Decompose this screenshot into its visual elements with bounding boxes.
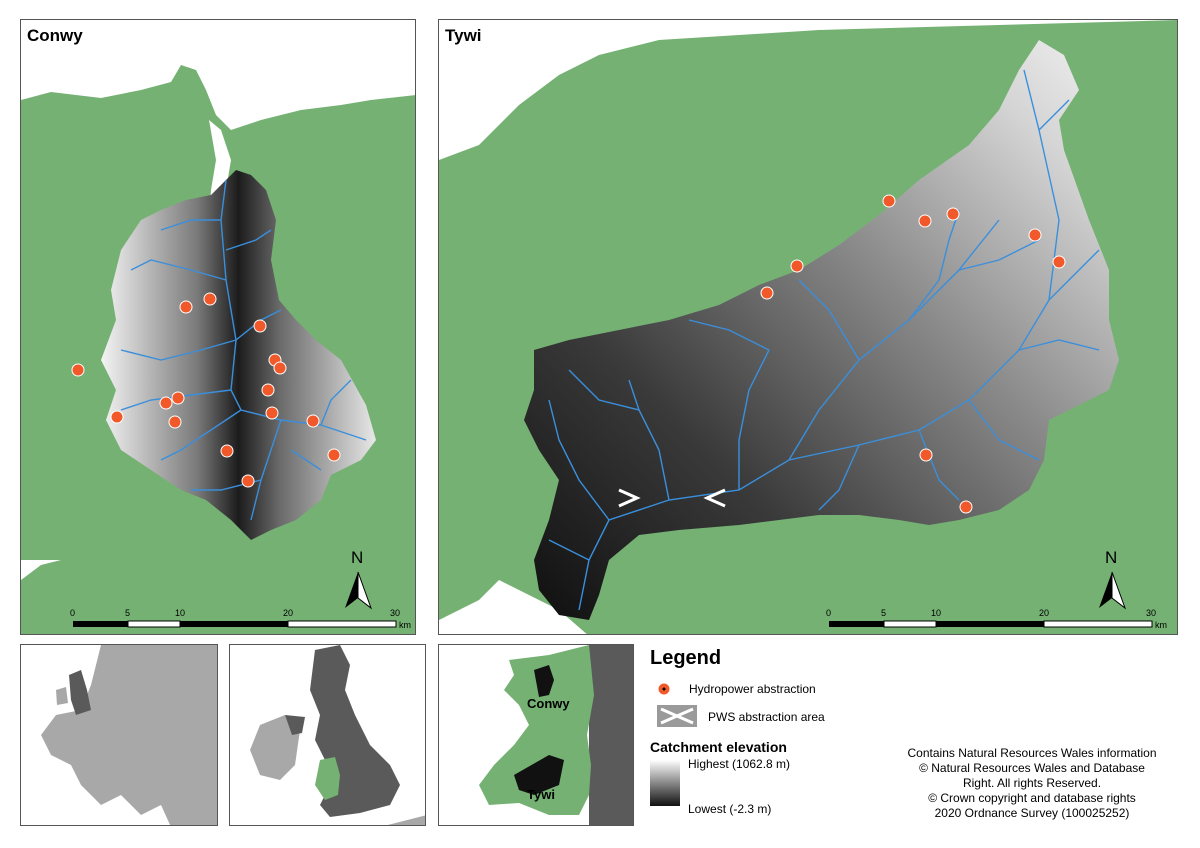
pws-area-icon — [657, 705, 697, 727]
pws-abstraction-markers — [618, 488, 726, 508]
scale-tick-label: 30 — [1146, 608, 1157, 618]
wales-map — [479, 645, 633, 825]
conwy-map[interactable] — [21, 20, 416, 635]
hydropower-point — [110, 410, 124, 424]
north-arrow-icon — [345, 571, 373, 610]
scale-tick-label: 5 — [881, 608, 887, 618]
hydropower-point — [959, 500, 973, 514]
conwy-scale-bar — [73, 620, 397, 628]
hydropower-point — [327, 448, 341, 462]
uk-inset-highlight — [69, 670, 91, 715]
inset-conwy-label: Conwy — [527, 696, 570, 711]
wales-highlight — [315, 757, 340, 800]
inset-tywi-label: Tywi — [527, 787, 555, 802]
hydropower-point — [241, 474, 255, 488]
hydropower-point — [253, 319, 267, 333]
wales-inset-map: Conwy Tywi — [438, 644, 634, 826]
hydropower-icon — [657, 682, 671, 696]
ireland-inset — [56, 687, 68, 705]
scale-tick-label: 20 — [1039, 608, 1050, 618]
conwy-map-panel[interactable]: Conwy N 0 5 10 20 30 km — [20, 19, 416, 635]
tywi-hydropower-points — [760, 194, 1066, 514]
tywi-map-panel[interactable]: Tywi N 0 5 10 20 30 km — [438, 19, 1178, 635]
hydropower-point — [265, 406, 279, 420]
tywi-catchment — [524, 40, 1119, 620]
europe-map — [41, 645, 217, 825]
hydropower-point — [171, 391, 185, 405]
scandinavia — [126, 645, 171, 685]
europe-land — [41, 645, 217, 825]
legend-highest-label: Highest (1062.8 m) — [688, 757, 791, 771]
tywi-inset-catchment — [514, 755, 564, 795]
attribution-line: © Crown copyright and database rights — [928, 791, 1136, 805]
scale-tick-label: 0 — [826, 608, 832, 618]
scale-tick-label: 0 — [70, 608, 76, 618]
france-edge — [387, 815, 425, 825]
conwy-map-title: Conwy — [27, 26, 83, 45]
hydropower-point — [203, 292, 217, 306]
hydropower-point — [918, 214, 932, 228]
scale-unit-label: km — [399, 620, 411, 630]
legend-lowest-label: Lowest (-2.3 m) — [688, 802, 772, 816]
elevation-legend-title: Catchment elevation — [650, 739, 787, 755]
tywi-map[interactable] — [439, 20, 1178, 635]
conwy-catchment — [101, 170, 376, 540]
scale-tick-label: 10 — [175, 608, 186, 618]
hydropower-point — [306, 414, 320, 428]
hydropower-point — [179, 300, 193, 314]
hydropower-point — [1052, 255, 1066, 269]
hydropower-point — [919, 448, 933, 462]
conwy-north-label: N — [351, 548, 364, 567]
hydropower-point — [760, 286, 774, 300]
wales-land — [479, 645, 594, 815]
uk-inset-map — [229, 644, 426, 826]
scale-tick-label: 20 — [283, 608, 294, 618]
northern-ireland — [285, 715, 305, 735]
elevation-gradient-swatch — [650, 760, 680, 806]
uk-map — [250, 645, 425, 825]
england-land — [589, 645, 633, 825]
conwy-inset-catchment — [534, 665, 554, 697]
legend-pws-label: PWS abstraction area — [708, 710, 825, 724]
scale-tick-label: 5 — [125, 608, 131, 618]
north-arrow-icon — [1099, 571, 1127, 610]
attribution-line: Right. All rights Reserved. — [962, 776, 1102, 790]
legend-title: Legend — [650, 647, 722, 669]
hydropower-point — [790, 259, 804, 273]
hydropower-point — [1028, 228, 1042, 242]
scale-unit-label: km — [1155, 620, 1167, 630]
attribution-line: © Natural Resources Wales and Database — [919, 761, 1145, 775]
ireland — [250, 715, 300, 780]
scale-tick-label: 30 — [390, 608, 401, 618]
conwy-hydropower-points — [71, 292, 341, 488]
attribution-line: 2020 Ordnance Survey (100025252) — [934, 806, 1130, 820]
hydropower-point — [220, 444, 234, 458]
tywi-scale-bar — [829, 620, 1153, 628]
attribution-text: Contains Natural Resources Wales informa… — [872, 746, 1192, 821]
hydropower-point — [168, 415, 182, 429]
legend-hydropower-label: Hydropower abstraction — [689, 682, 816, 696]
attribution-line: Contains Natural Resources Wales informa… — [907, 746, 1157, 760]
europe-inset-map — [20, 644, 218, 826]
hydropower-point — [71, 363, 85, 377]
tywi-rivers — [548, 69, 1100, 611]
tywi-north-label: N — [1105, 548, 1118, 567]
hydropower-point — [882, 194, 896, 208]
hydropower-point — [261, 383, 275, 397]
hydropower-point — [159, 396, 173, 410]
scale-tick-label: 10 — [931, 608, 942, 618]
hydropower-point — [273, 361, 287, 375]
tywi-map-title: Tywi — [445, 26, 482, 45]
hydropower-point — [946, 207, 960, 221]
